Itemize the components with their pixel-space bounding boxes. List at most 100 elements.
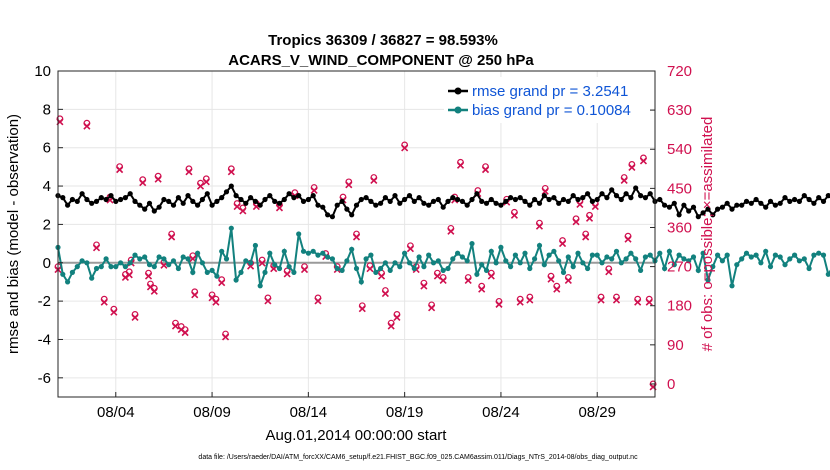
rmse-point <box>426 202 432 208</box>
bias-point <box>556 258 562 264</box>
bias-point <box>435 258 441 264</box>
bias-point <box>585 265 591 272</box>
rmse-point <box>729 206 735 212</box>
rmse-point <box>633 185 639 191</box>
bias-point <box>686 258 692 264</box>
rmse-point <box>662 202 668 208</box>
obs-assimilated-marker <box>121 273 129 281</box>
obs-assimilated-marker <box>139 179 147 187</box>
rmse-point <box>397 200 403 206</box>
rmse-point <box>127 191 133 197</box>
rmse-point <box>180 200 186 206</box>
bias-point <box>257 283 263 289</box>
rmse-point <box>753 196 759 203</box>
obs-assimilated-marker <box>535 222 544 230</box>
legend-bias-marker <box>454 106 462 114</box>
obs-assimilated-marker <box>406 245 414 253</box>
rmse-point <box>402 196 408 203</box>
bias-point <box>705 277 711 283</box>
bias-point <box>628 250 634 256</box>
rmse-point <box>455 196 461 203</box>
x-tick-label: 08/09 <box>193 404 231 421</box>
obs-assimilated-marker <box>314 297 322 305</box>
bias-point <box>474 271 480 277</box>
obs-assimilated-marker <box>181 329 189 337</box>
rmse-point <box>508 195 514 201</box>
bias-point <box>748 254 754 260</box>
bias-point <box>445 265 451 272</box>
bias-point <box>60 271 66 277</box>
obs-assimilated-marker <box>639 157 648 165</box>
bias-point <box>638 267 644 273</box>
rmse-point <box>551 195 557 201</box>
x-axis-label: Aug.01,2014 00:00:00 start <box>266 427 448 444</box>
rmse-point <box>705 206 711 212</box>
obs-assimilated-marker <box>275 204 284 212</box>
rmse-point <box>724 200 730 206</box>
bias-point <box>806 265 812 272</box>
bias-point <box>618 260 624 266</box>
rmse-point <box>373 202 379 208</box>
bias-point <box>151 264 157 270</box>
bias-point <box>305 250 311 256</box>
bias-point <box>777 254 783 260</box>
obs-assimilated-marker <box>352 233 361 241</box>
bias-point <box>146 262 153 268</box>
obs-assimilated-marker <box>576 200 584 208</box>
bias-point <box>411 265 417 272</box>
obs-assimilated-marker <box>196 182 205 190</box>
rmse-point <box>272 198 278 204</box>
obs-assimilated-marker <box>645 298 653 306</box>
rmse-point <box>690 204 697 210</box>
rmse-point <box>421 200 427 206</box>
obs-assimilated-marker <box>110 308 118 316</box>
obs-assimilated-marker <box>456 161 465 169</box>
rmse-point <box>219 195 225 201</box>
bias-point <box>589 252 596 258</box>
rmse-point <box>512 196 519 203</box>
rmse-point <box>787 198 793 204</box>
rmse-point <box>257 202 263 208</box>
obs-assimilated-marker <box>612 296 621 304</box>
bias-point <box>199 260 205 266</box>
bias-point <box>527 265 533 272</box>
y-axis-right-label: # of obs: o=possible; ×=assimilated <box>699 117 716 352</box>
obs-assimilated-marker <box>100 298 108 306</box>
obs-assimilated-marker <box>401 144 409 152</box>
bias-point <box>512 252 519 258</box>
bias-point <box>358 279 364 285</box>
bias-point <box>642 254 649 260</box>
obs-assimilated-marker <box>258 259 266 267</box>
bias-point <box>69 269 75 275</box>
obs-assimilated-marker <box>428 304 436 312</box>
bias-point <box>118 260 124 266</box>
bias-point <box>103 256 109 262</box>
rmse-point <box>666 204 673 210</box>
bias-point <box>175 265 181 272</box>
obs-assimilated-marker <box>370 176 378 185</box>
y-right-tick-label: 0 <box>667 376 675 393</box>
rmse-point <box>430 198 437 204</box>
rmse-point <box>806 196 812 203</box>
rmse-point <box>142 206 148 212</box>
rmse-point <box>209 202 215 208</box>
rmse-point <box>613 193 620 199</box>
rmse-point <box>546 196 552 203</box>
rmse-point <box>527 202 533 208</box>
y-left-tick-label: 4 <box>43 178 51 195</box>
rmse-point <box>777 200 783 206</box>
bias-point <box>334 265 340 272</box>
y-left-tick-label: 6 <box>43 140 51 157</box>
bias-series <box>55 225 830 289</box>
obs-assimilated-marker <box>168 233 176 241</box>
rmse-point <box>536 200 543 206</box>
bias-point <box>508 264 514 270</box>
bias-point <box>767 264 774 270</box>
obs-assimilated-marker <box>283 270 291 278</box>
rmse-point <box>300 198 307 204</box>
bias-point <box>228 225 234 231</box>
y-left-tick-label: 2 <box>43 216 51 233</box>
rmse-point <box>469 196 475 203</box>
rmse-point <box>358 196 364 203</box>
